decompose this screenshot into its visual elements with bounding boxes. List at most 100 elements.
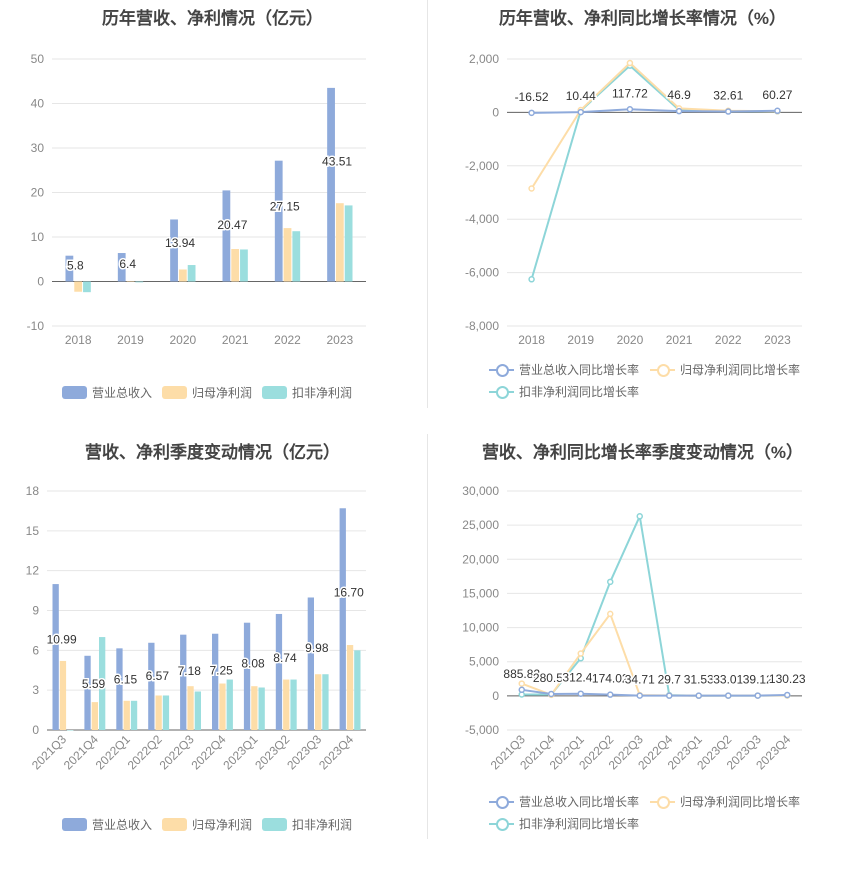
quarterly-revenue-profit-chart: 营收、净利季度变动情况（亿元） 0 3 6 9 12 15 18 2021Q3 2021Q4 20… bbox=[0, 434, 425, 868]
y-tick-label: 25,000 bbox=[462, 518, 499, 532]
data-label: 32.61 bbox=[713, 89, 743, 103]
x-tick-label: 2021Q3 bbox=[29, 732, 69, 772]
data-label: 9.98 bbox=[305, 641, 329, 655]
bar-deducted bbox=[290, 679, 297, 730]
bar-netprofit bbox=[155, 695, 162, 730]
bar-deducted bbox=[99, 637, 106, 730]
legend-item-netprofit[interactable]: 归母净利润 bbox=[162, 384, 252, 401]
data-point-netprofit bbox=[528, 185, 535, 192]
legend-label: 扣非净利润 bbox=[292, 818, 353, 832]
legend-item-netprofit[interactable]: 归母净利润 bbox=[162, 816, 252, 833]
bar-revenue bbox=[274, 160, 283, 282]
legend-item-deducted[interactable]: 扣非净利润 bbox=[262, 816, 352, 833]
chart-title: 历年营收、净利情况（亿元） bbox=[102, 9, 323, 28]
bar-revenue bbox=[339, 508, 346, 730]
x-tick-label: 2020 bbox=[617, 333, 644, 347]
legend-item-netprofit-growth[interactable]: 归母净利润同比增长率 bbox=[650, 793, 800, 810]
y-tick-label: 6 bbox=[32, 643, 39, 657]
data-point-revenue bbox=[518, 686, 525, 694]
x-tick-label: 2022Q1 bbox=[93, 732, 133, 772]
data-point-revenue bbox=[548, 690, 555, 698]
bar-revenue bbox=[170, 219, 178, 282]
series-line-revenue bbox=[521, 688, 788, 697]
bar-netprofit bbox=[187, 686, 194, 730]
legend-item-revenue-growth[interactable]: 营业总收入同比增长率 bbox=[489, 793, 639, 810]
bar-deducted bbox=[240, 249, 248, 282]
data-point-revenue bbox=[626, 106, 634, 113]
legend-swatch-netprofit-growth bbox=[650, 795, 675, 809]
annual-revenue-profit-chart: 历年营收、净利情况（亿元） -10 0 10 20 30 40 50 2018 2019 2020… bbox=[0, 0, 425, 434]
y-tick-label: -6,000 bbox=[465, 266, 499, 280]
y-tick-label: 40 bbox=[31, 97, 45, 111]
data-label: 43.51 bbox=[322, 154, 352, 168]
legend-item-revenue[interactable]: 营业总收入 bbox=[62, 384, 152, 401]
data-label: 27.15 bbox=[270, 200, 300, 214]
legend-item-netprofit-growth[interactable]: 归母净利润同比增长率 bbox=[650, 361, 800, 378]
legend-swatch-deducted-growth bbox=[489, 817, 514, 831]
x-tick-label: 2023Q4 bbox=[316, 732, 356, 772]
bar-deducted bbox=[83, 281, 91, 293]
legend-swatch-netprofit bbox=[162, 818, 187, 831]
bar-deducted bbox=[67, 730, 74, 731]
y-tick-label: 15,000 bbox=[462, 586, 499, 600]
y-tick-label: 15 bbox=[26, 524, 40, 538]
data-label: 7.25 bbox=[209, 663, 233, 677]
y-tick-label: 20,000 bbox=[462, 552, 499, 566]
legend-swatch-revenue-growth bbox=[489, 795, 514, 809]
y-tick-label: 2,000 bbox=[469, 52, 499, 66]
bar-deducted bbox=[162, 695, 170, 730]
bar-revenue bbox=[148, 642, 155, 730]
y-tick-label: -5,000 bbox=[465, 723, 499, 737]
legend-swatch-netprofit bbox=[162, 386, 187, 399]
annual-growth-rate-chart: 历年营收、净利同比增长率情况（%） -8,000 -6,000 -4,000 -2,0… bbox=[425, 0, 850, 434]
legend-label: 营业总收入 bbox=[92, 386, 153, 400]
divider-top bbox=[427, 0, 428, 408]
bar-deducted bbox=[130, 700, 138, 730]
y-tick-label: -8,000 bbox=[465, 319, 499, 333]
data-label: 10.99 bbox=[47, 633, 77, 647]
legend-label: 归母净利润同比增长率 bbox=[680, 795, 801, 809]
bar-netprofit bbox=[346, 645, 354, 730]
bar-revenue bbox=[327, 87, 335, 282]
data-point-revenue bbox=[725, 108, 732, 115]
legend-item-deducted-growth[interactable]: 扣非净利润同比增长率 bbox=[489, 815, 639, 832]
data-point-netprofit bbox=[626, 59, 634, 67]
x-tick-label: 2021Q4 bbox=[61, 732, 101, 772]
bar-chart-quarterly: 0 3 6 9 12 15 18 2021Q32021Q42022Q12022Q22022Q3… bbox=[26, 484, 366, 772]
legend-item-deducted-growth[interactable]: 扣非净利润同比增长率 bbox=[489, 383, 639, 400]
legend-item-revenue-growth[interactable]: 营业总收入同比增长率 bbox=[489, 361, 639, 378]
x-tick-label: 2018 bbox=[518, 333, 545, 347]
x-tick-label: 2023 bbox=[764, 333, 791, 347]
data-label: 29.7 bbox=[658, 673, 682, 687]
x-tick-label: 2018 bbox=[65, 333, 92, 347]
bar-netprofit bbox=[335, 203, 344, 282]
y-tick-label: 20 bbox=[31, 186, 45, 200]
bar-revenue bbox=[222, 190, 231, 282]
data-label: 16.70 bbox=[334, 586, 364, 600]
legend-item-deducted[interactable]: 扣非净利润 bbox=[262, 384, 352, 401]
x-tick-label: 2019 bbox=[567, 333, 594, 347]
legend-item-revenue[interactable]: 营业总收入 bbox=[62, 816, 152, 833]
legend-swatch-revenue-growth bbox=[489, 363, 514, 377]
data-point-revenue bbox=[725, 692, 732, 699]
legend-swatch-deducted bbox=[262, 818, 287, 831]
legend-swatch-revenue bbox=[62, 818, 87, 831]
data-label: 60.27 bbox=[762, 88, 792, 102]
data-label: 34.71 bbox=[625, 673, 655, 687]
bar-deducted bbox=[135, 281, 144, 283]
bar-deducted bbox=[187, 265, 196, 282]
legend-label: 营业总收入同比增长率 bbox=[519, 363, 640, 377]
series-line-deducted bbox=[521, 512, 788, 697]
data-label: 8.74 bbox=[273, 651, 297, 665]
data-label: 31.53 bbox=[684, 673, 714, 687]
y-tick-label: 0 bbox=[492, 689, 499, 703]
x-tick-label: 2019 bbox=[117, 333, 144, 347]
bar-chart-annual: -10 0 10 20 30 40 50 2018 2019 2020 2021 2022 2023 5.… bbox=[27, 52, 366, 347]
data-label: 130.23 bbox=[769, 672, 806, 686]
line-chart-annual-growth: -8,000 -6,000 -4,000 -2,000 0 2,000 2018 2019 20… bbox=[465, 52, 802, 347]
data-label: 10.44 bbox=[566, 89, 596, 103]
legend-label: 扣非净利润同比增长率 bbox=[519, 385, 640, 399]
data-point-netprofit bbox=[577, 650, 584, 657]
bar-revenue bbox=[307, 597, 314, 730]
data-point-revenue bbox=[666, 692, 673, 699]
